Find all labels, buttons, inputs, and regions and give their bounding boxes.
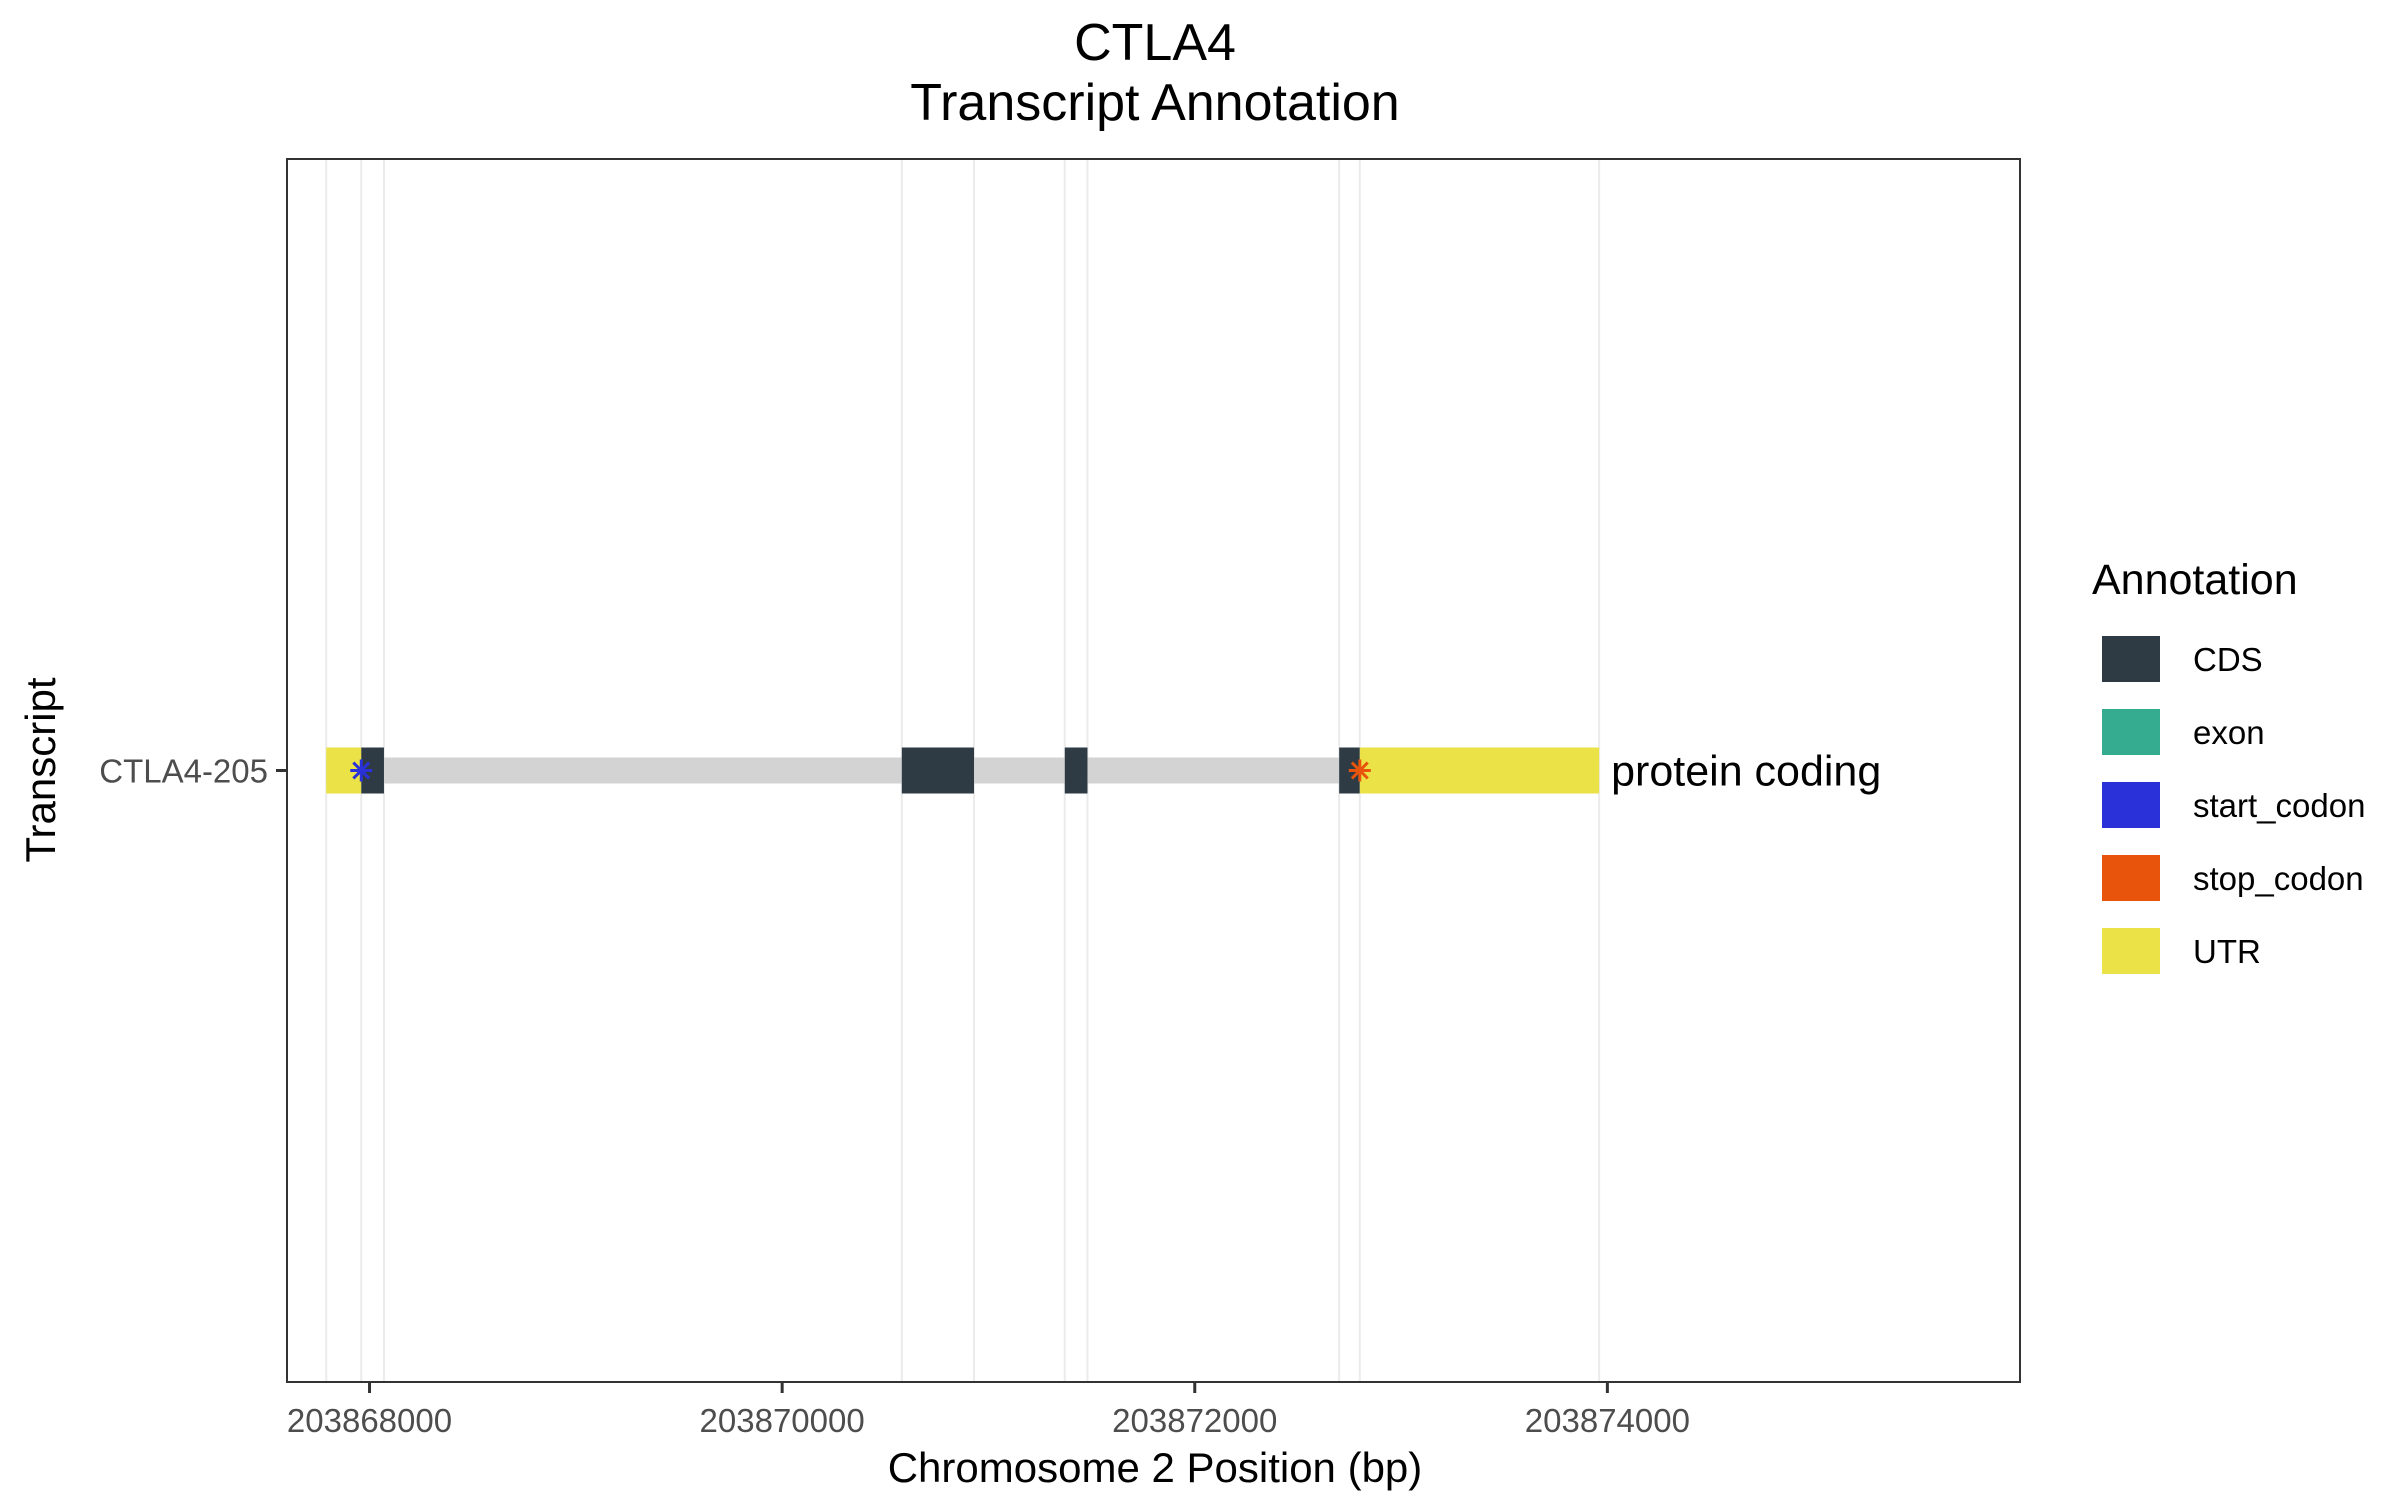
legend-key: [2102, 782, 2160, 828]
legend-item: exon: [2102, 709, 2265, 755]
legend-label: stop_codon: [2193, 860, 2364, 897]
legend-item: UTR: [2102, 928, 2261, 974]
legend-title: Annotation: [2092, 556, 2298, 604]
legend-key: [2102, 636, 2160, 682]
legend-item: start_codon: [2102, 782, 2365, 828]
x-tick-label: 203870000: [700, 1402, 865, 1439]
legend-key: [2102, 709, 2160, 755]
transcript-tracks: protein coding: [326, 747, 1881, 796]
cds-block: [1064, 747, 1088, 794]
legend-label: start_codon: [2193, 787, 2365, 824]
marker-stroke: [352, 761, 371, 780]
chart-title: CTLA4: [1074, 14, 1236, 72]
marker-stroke: [1350, 761, 1369, 780]
legend-item: stop_codon: [2102, 855, 2364, 901]
x-tick-label: 203868000: [287, 1402, 452, 1439]
stop-codon-marker: [1348, 759, 1371, 782]
legend-label: UTR: [2193, 933, 2261, 970]
transcript-track: protein coding: [326, 747, 1881, 796]
x-axis: 203868000 203870000 203872000 203874000: [287, 1382, 1690, 1439]
cds-block: [901, 747, 975, 794]
y-axis-title: Transcript: [17, 677, 64, 862]
y-tick-label: CTLA4-205: [99, 753, 268, 790]
plot-panel: protein coding: [286, 158, 2021, 1383]
chart-subtitle: Transcript Annotation: [910, 74, 1399, 132]
legend-key: [2102, 855, 2160, 901]
legend-label: CDS: [2193, 641, 2263, 678]
x-tick-label: 203874000: [1525, 1402, 1690, 1439]
biotype-label: protein coding: [1611, 748, 1881, 796]
x-tick-label: 203872000: [1112, 1402, 1277, 1439]
legend-label: exon: [2193, 714, 2265, 751]
start-codon-marker: [350, 759, 373, 782]
legend-key: [2102, 928, 2160, 974]
cds-block: [361, 747, 384, 794]
legend: Annotation CDS exon start_codon stop_codon U…: [2092, 556, 2365, 974]
legend-item: CDS: [2102, 636, 2263, 682]
x-axis-title: Chromosome 2 Position (bp): [888, 1444, 1423, 1491]
utr-block: [1359, 747, 1600, 794]
y-axis: CTLA4-205: [99, 753, 287, 790]
